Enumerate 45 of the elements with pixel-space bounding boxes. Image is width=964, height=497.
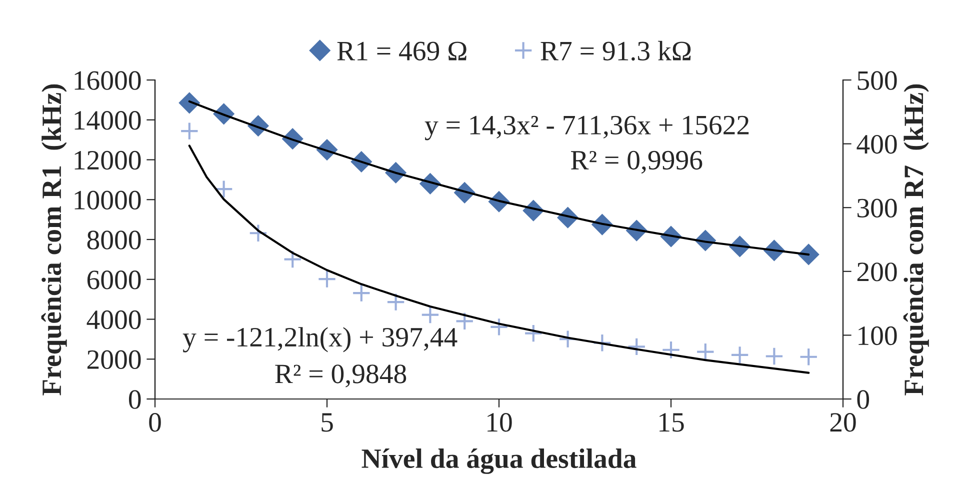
y2-tick-label: 500 [858, 71, 897, 90]
point [627, 337, 646, 356]
legend-label: R1 = 469 Ω [337, 42, 466, 60]
point [180, 122, 199, 140]
annotation: y = 14,3x² - 711,36x + 15622 [424, 116, 749, 140]
point [592, 333, 612, 352]
point [524, 324, 543, 343]
x-tick-label: 0 [149, 412, 161, 432]
x-axis-title: Nível da água destilada [362, 448, 636, 474]
y2-tick-label: 200 [857, 262, 897, 282]
point [730, 346, 750, 364]
y-axis-title: Frequência com R1 (kHz) [41, 84, 67, 396]
y2-tick-label: 100 [858, 326, 897, 346]
y-tick-label: 16000 [74, 71, 141, 90]
point [386, 292, 406, 312]
point [352, 284, 371, 302]
point [248, 224, 268, 242]
y-tick-label: 10000 [74, 190, 141, 210]
point [490, 318, 508, 336]
y2-tick-label: 400 [856, 134, 897, 154]
y2-tick-label: 0 [857, 390, 870, 409]
legend-label: R7 = 91.3 kΩ [540, 40, 691, 61]
point [764, 346, 784, 366]
annotation: R² = 0,9996 [571, 150, 702, 174]
x-tick-label: 10 [488, 412, 512, 432]
y2-axis-title: Frequência com R7 (kHz) [903, 84, 929, 396]
point [696, 342, 715, 362]
y-tick-label: 6000 [87, 270, 141, 290]
x-tick-label: 5 [322, 413, 333, 432]
annotation: R² = 0,9848 [275, 364, 406, 388]
y-tick-label: 4000 [86, 310, 141, 330]
x-tick-label: 15 [660, 413, 684, 432]
y-tick-label: 12000 [74, 150, 141, 170]
x-tick-label: 20 [830, 412, 856, 432]
y-tick-label: 2000 [87, 350, 141, 370]
y-tick-label: 0 [128, 390, 141, 409]
point [420, 305, 440, 324]
annotation: y = -121,2ln(x) + 397,44 [182, 327, 458, 352]
point [662, 340, 680, 360]
y-tick-label: 14000 [74, 111, 141, 130]
y2-tick-label: 300 [858, 198, 897, 218]
y-tick-label: 8000 [87, 230, 141, 250]
point [799, 348, 818, 366]
point [318, 270, 336, 288]
point [283, 250, 302, 269]
